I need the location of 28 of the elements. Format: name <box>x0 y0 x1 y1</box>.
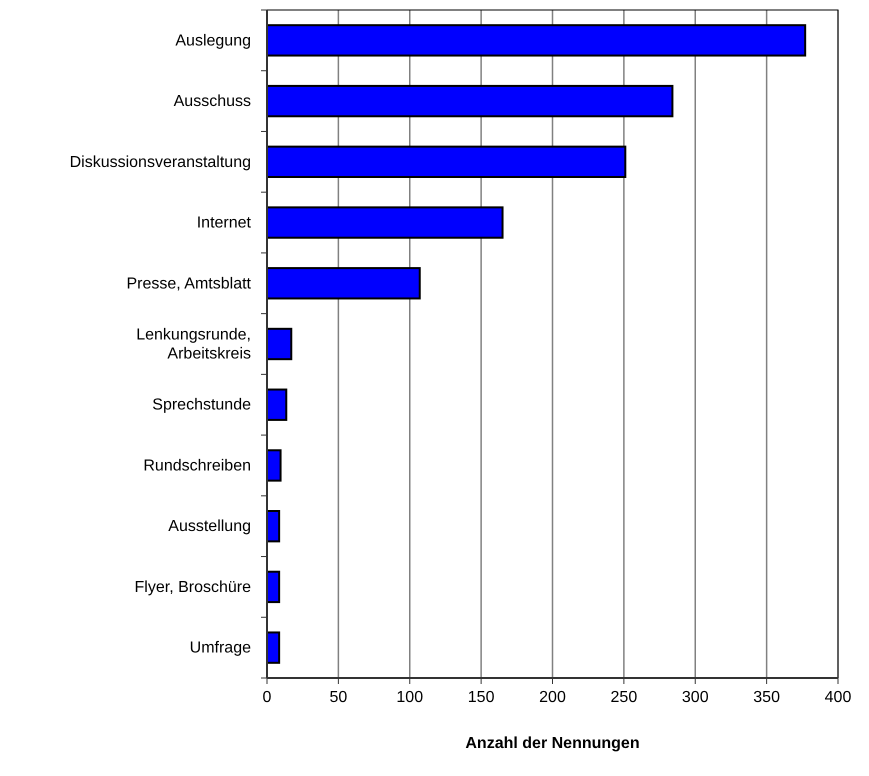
y-tick-label: Ausschuss <box>174 92 251 110</box>
x-tick-label: 50 <box>329 689 348 706</box>
x-tick-label: 250 <box>610 689 638 706</box>
bar <box>266 206 504 239</box>
bar <box>266 146 626 178</box>
bar <box>266 84 674 118</box>
bar <box>266 388 288 421</box>
x-tick-label: 100 <box>396 689 424 706</box>
y-tick-label: Ausstellung <box>168 518 251 535</box>
y-tick-label: Presse, Amtsblatt <box>126 274 252 292</box>
x-axis-title: Anzahl der Nennungen <box>465 735 640 752</box>
y-tick-label: Auslegung <box>175 32 251 49</box>
x-tick-label: 0 <box>262 689 272 706</box>
y-tick-label: Diskussionsveranstaltung <box>70 153 251 170</box>
bar <box>266 267 421 300</box>
x-tick-label: 350 <box>753 689 780 706</box>
y-tick-label: Sprechstunde <box>152 396 252 414</box>
x-tick-label: 400 <box>824 689 852 706</box>
y-tick-label: Lenkungsrunde, Arbeitskreis <box>136 326 251 362</box>
y-tick-label: Flyer, Broschüre <box>134 578 252 596</box>
x-tick-label: 150 <box>468 689 495 706</box>
x-tick-label: 200 <box>539 689 566 706</box>
x-tick-label: 300 <box>682 689 709 706</box>
y-tick-label: Umfrage <box>190 639 252 656</box>
bar <box>266 24 806 57</box>
bar <box>266 328 292 360</box>
y-tick-label: Internet <box>196 214 252 232</box>
y-tick-label: Rundschreiben <box>143 456 251 474</box>
